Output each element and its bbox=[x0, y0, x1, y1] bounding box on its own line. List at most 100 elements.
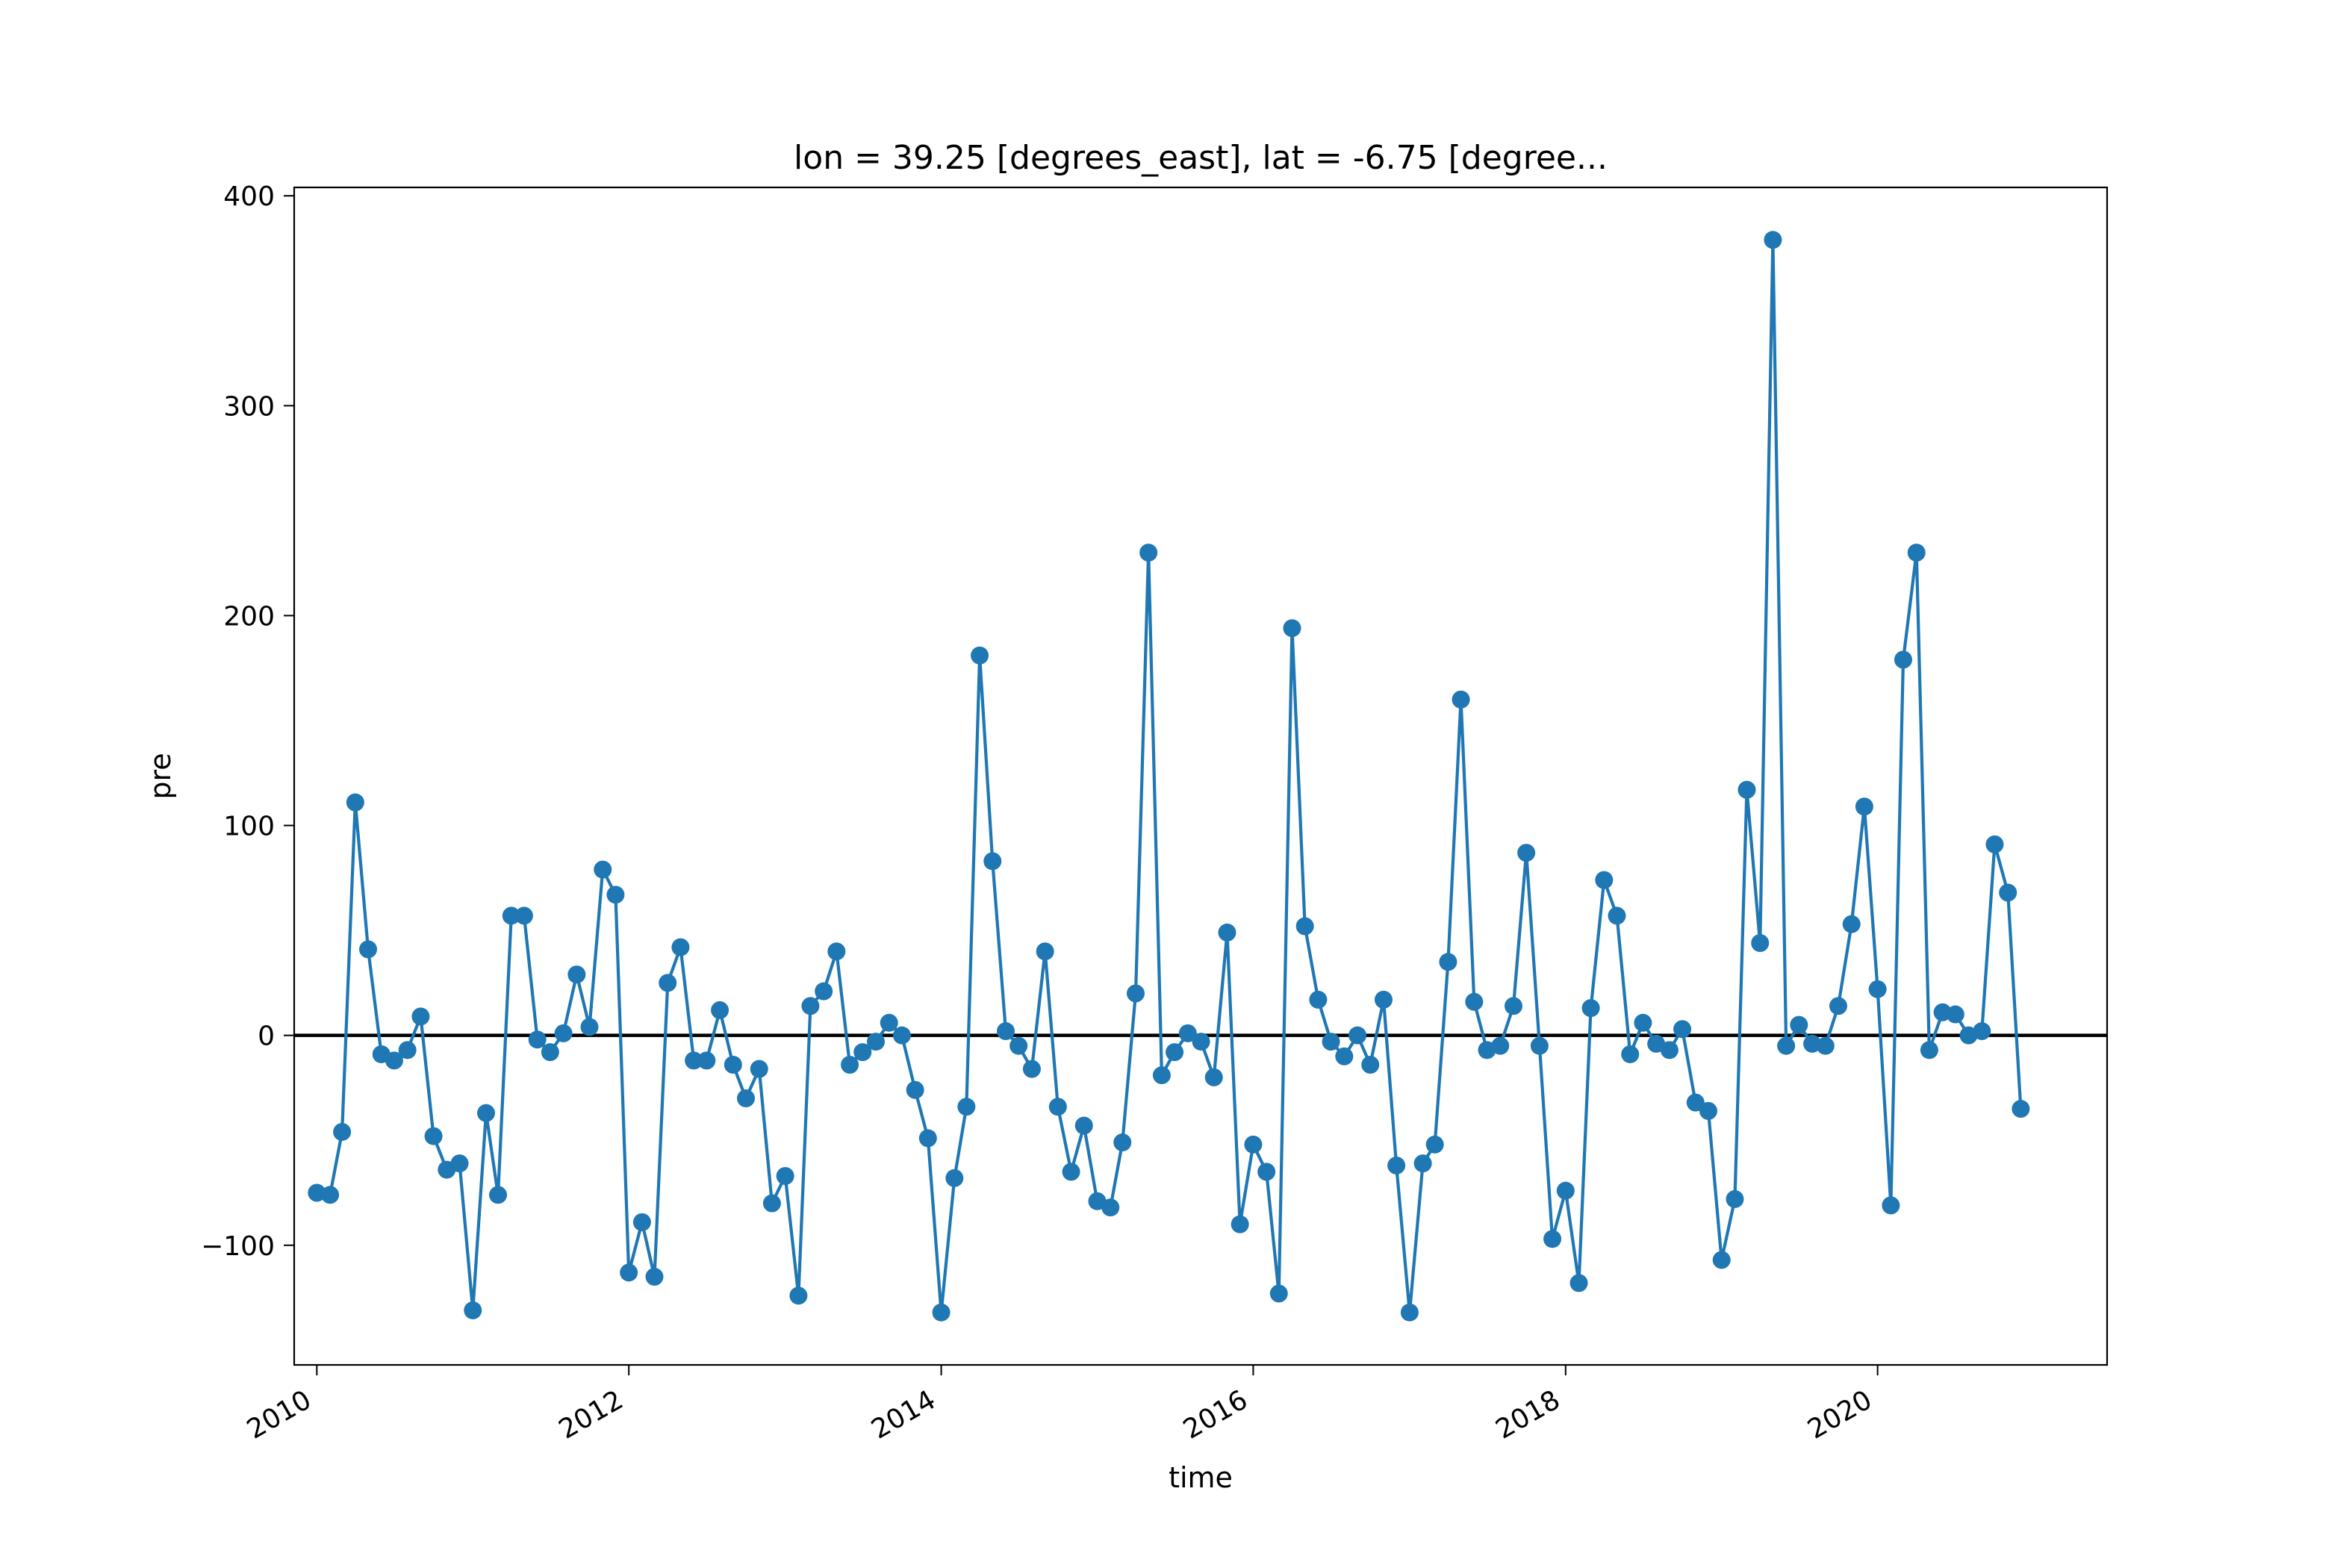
data-point-2016-10 bbox=[1361, 1056, 1380, 1074]
data-point-2018-11 bbox=[1686, 1093, 1705, 1112]
data-point-2012-04 bbox=[659, 974, 677, 992]
data-point-2017-05 bbox=[1452, 690, 1470, 709]
data-point-2016-05 bbox=[1295, 917, 1314, 936]
data-point-2012-08 bbox=[711, 1001, 729, 1019]
data-point-2014-04 bbox=[971, 646, 989, 665]
data-point-2012-01 bbox=[620, 1263, 638, 1282]
data-point-2013-04 bbox=[815, 982, 833, 1001]
data-point-2018-09 bbox=[1660, 1041, 1679, 1060]
data-point-2014-06 bbox=[996, 1022, 1015, 1041]
data-point-2019-07 bbox=[1790, 1015, 1808, 1034]
data-point-2015-09 bbox=[1192, 1033, 1210, 1051]
data-point-2013-03 bbox=[801, 997, 820, 1015]
data-point-2020-09 bbox=[1973, 1022, 1991, 1041]
data-point-2019-06 bbox=[1777, 1036, 1796, 1055]
y-axis: −100 0 100 200 300 400 bbox=[201, 181, 294, 1262]
data-point-2015-07 bbox=[1166, 1043, 1184, 1062]
data-point-2016-09 bbox=[1348, 1026, 1367, 1045]
data-point-2010-05 bbox=[359, 940, 378, 959]
data-point-2020-12 bbox=[2012, 1100, 2030, 1119]
data-point-2018-03 bbox=[1581, 999, 1600, 1018]
data-point-2012-06 bbox=[685, 1051, 703, 1070]
data-point-2016-03 bbox=[1269, 1284, 1288, 1303]
data-point-2019-01 bbox=[1712, 1251, 1731, 1269]
data-point-2015-05 bbox=[1139, 544, 1158, 562]
data-point-2011-12 bbox=[606, 886, 625, 904]
data-point-2012-12 bbox=[762, 1194, 781, 1213]
axes-frame bbox=[293, 186, 2109, 1366]
series-line bbox=[317, 238, 2023, 1314]
data-point-2013-11 bbox=[906, 1080, 924, 1099]
y-axis-label: pre bbox=[144, 753, 177, 799]
data-point-2010-02 bbox=[321, 1186, 340, 1204]
data-point-2011-08 bbox=[554, 1024, 573, 1042]
data-point-2016-06 bbox=[1309, 990, 1328, 1009]
data-point-2017-01 bbox=[1400, 1303, 1419, 1322]
data-point-2015-02 bbox=[1101, 1198, 1120, 1217]
data-point-2020-07 bbox=[1946, 1005, 1964, 1024]
data-point-2018-06 bbox=[1621, 1045, 1640, 1063]
data-point-2018-01 bbox=[1556, 1181, 1575, 1200]
data-point-2019-02 bbox=[1726, 1189, 1744, 1208]
data-point-2018-04 bbox=[1595, 871, 1614, 889]
data-point-2017-06 bbox=[1465, 992, 1484, 1011]
data-point-2019-12 bbox=[1855, 797, 1873, 816]
data-point-2019-09 bbox=[1816, 1036, 1835, 1055]
data-point-2011-11 bbox=[594, 860, 612, 879]
data-point-2016-11 bbox=[1374, 990, 1393, 1009]
y-tick-label: 200 bbox=[223, 601, 275, 632]
data-point-2010-07 bbox=[385, 1051, 403, 1070]
data-point-2017-12 bbox=[1543, 1230, 1562, 1248]
data-point-2013-01 bbox=[776, 1167, 794, 1186]
data-point-2016-02 bbox=[1257, 1163, 1276, 1181]
data-point-2018-07 bbox=[1634, 1013, 1652, 1032]
data-point-2019-04 bbox=[1751, 933, 1770, 952]
data-point-2018-02 bbox=[1569, 1274, 1588, 1292]
data-point-2016-07 bbox=[1322, 1033, 1340, 1051]
y-tick-label: −100 bbox=[201, 1231, 275, 1262]
data-point-2020-01 bbox=[1868, 980, 1887, 998]
data-point-2010-03 bbox=[333, 1122, 352, 1141]
data-point-2015-04 bbox=[1126, 984, 1145, 1003]
data-point-2014-10 bbox=[1048, 1098, 1067, 1116]
data-point-2014-11 bbox=[1062, 1163, 1080, 1181]
data-point-2019-08 bbox=[1803, 1034, 1822, 1053]
data-point-2014-07 bbox=[1009, 1036, 1028, 1055]
data-point-2017-11 bbox=[1530, 1036, 1549, 1055]
data-point-2011-01 bbox=[464, 1301, 482, 1319]
data-point-2011-09 bbox=[567, 965, 586, 984]
data-point-2020-10 bbox=[1985, 835, 2004, 853]
y-tick-label: 400 bbox=[223, 181, 275, 212]
data-point-2019-03 bbox=[1737, 780, 1756, 799]
data-point-2018-10 bbox=[1673, 1020, 1692, 1039]
data-point-2018-12 bbox=[1699, 1101, 1717, 1120]
data-point-2011-10 bbox=[580, 1018, 599, 1036]
data-point-2013-12 bbox=[918, 1129, 937, 1148]
data-point-2020-05 bbox=[1920, 1041, 1938, 1060]
data-point-2011-03 bbox=[489, 1186, 508, 1204]
x-axis-label: time bbox=[1169, 1461, 1233, 1494]
data-point-2014-01 bbox=[932, 1303, 951, 1322]
data-point-2014-02 bbox=[945, 1169, 964, 1187]
data-point-2014-05 bbox=[983, 852, 1002, 871]
data-point-2017-04 bbox=[1439, 953, 1457, 971]
plot-area bbox=[294, 231, 2107, 1322]
data-point-2019-10 bbox=[1829, 997, 1847, 1015]
data-point-2014-12 bbox=[1074, 1116, 1093, 1135]
data-point-2010-09 bbox=[411, 1007, 430, 1026]
data-point-2010-08 bbox=[398, 1041, 417, 1060]
data-point-2012-02 bbox=[632, 1213, 651, 1231]
data-point-2014-03 bbox=[957, 1098, 976, 1116]
data-point-2013-06 bbox=[841, 1056, 859, 1074]
data-point-2015-10 bbox=[1204, 1068, 1223, 1086]
series-markers bbox=[308, 231, 2030, 1322]
data-point-2013-07 bbox=[853, 1043, 872, 1062]
data-point-2010-12 bbox=[450, 1154, 469, 1173]
data-point-2010-01 bbox=[308, 1183, 326, 1202]
data-point-2016-08 bbox=[1335, 1047, 1354, 1065]
data-point-2020-11 bbox=[1999, 883, 2017, 902]
data-point-2015-03 bbox=[1113, 1133, 1132, 1152]
data-point-2013-09 bbox=[880, 1013, 898, 1032]
